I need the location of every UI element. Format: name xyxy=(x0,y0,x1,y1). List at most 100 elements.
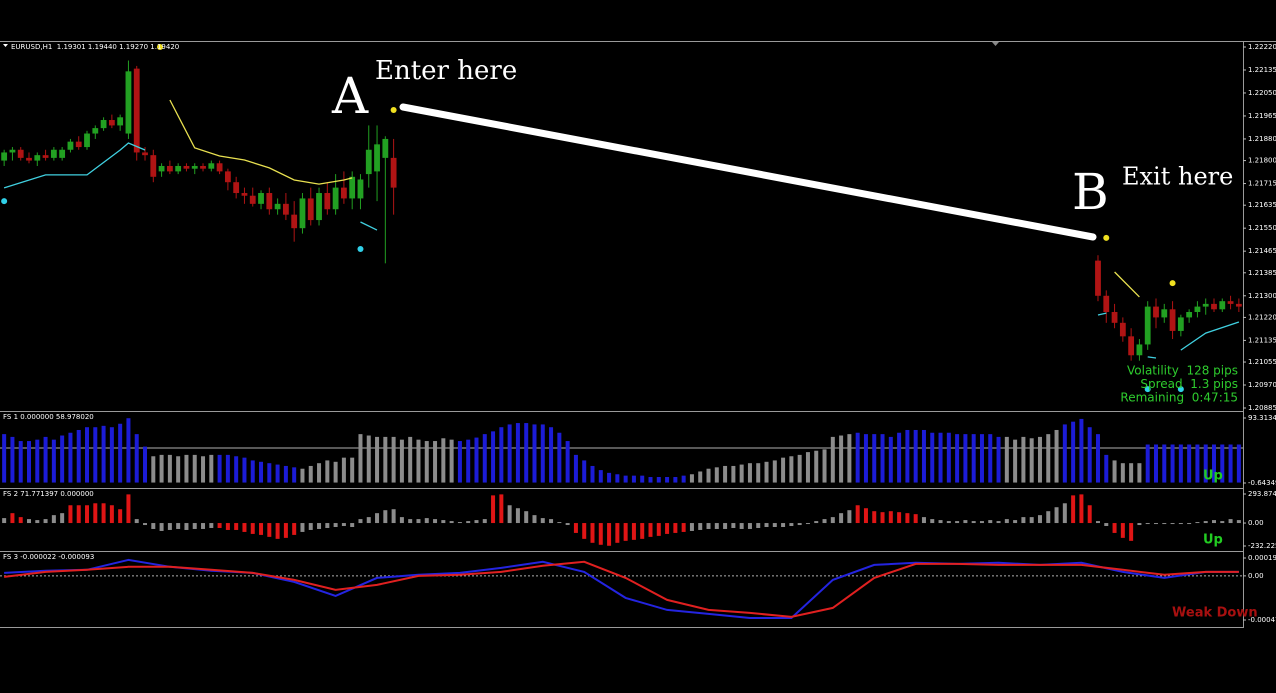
histogram-bar xyxy=(341,457,346,483)
histogram-bar xyxy=(1220,521,1225,524)
histogram-bar xyxy=(747,523,752,529)
histogram-bar xyxy=(408,436,413,483)
histogram-bar xyxy=(35,439,40,483)
candle-body xyxy=(34,155,41,161)
histogram-bar xyxy=(706,523,711,529)
histogram-bar xyxy=(18,441,23,483)
histogram-bar xyxy=(1054,429,1059,483)
histogram-bar xyxy=(955,521,960,524)
histogram-bar xyxy=(731,523,736,528)
histogram-bar xyxy=(872,511,877,524)
histogram-bar xyxy=(441,520,446,524)
histogram-bar xyxy=(623,475,628,483)
histogram-bar xyxy=(93,427,98,483)
histogram-bar xyxy=(714,523,719,529)
histogram-bar xyxy=(971,521,976,524)
histogram-bar xyxy=(433,519,438,524)
histogram-bar xyxy=(515,508,520,524)
histogram-bar xyxy=(822,519,827,524)
y-tick-label: 1.21715 xyxy=(1248,180,1276,188)
histogram-bar xyxy=(1013,439,1018,483)
histogram-bar xyxy=(474,437,479,483)
histogram-bar xyxy=(126,418,131,483)
candle-body xyxy=(258,193,264,204)
histogram-bar xyxy=(1145,523,1150,525)
histogram-bar xyxy=(789,456,794,483)
candle-body xyxy=(282,203,289,215)
histogram-bar xyxy=(184,523,189,530)
histogram-bar xyxy=(631,475,636,483)
candle-body xyxy=(158,165,165,172)
histogram-bar xyxy=(805,452,810,483)
histogram-bar xyxy=(855,505,860,524)
histogram-bar xyxy=(317,523,322,529)
candle-body xyxy=(59,149,66,158)
histogram-bar xyxy=(532,515,537,524)
histogram-bar xyxy=(921,517,926,524)
histogram-bar xyxy=(648,477,653,483)
histogram-bar xyxy=(515,423,520,483)
candle-body xyxy=(291,214,298,229)
histogram-bar xyxy=(739,523,744,529)
histogram-bar xyxy=(457,522,462,524)
panel-title: FS 2 71.771397 0.000000 xyxy=(3,490,94,498)
histogram-bar xyxy=(35,520,40,524)
trend-status: Up xyxy=(1203,533,1223,548)
y-tick-label: 1.21385 xyxy=(1248,269,1276,277)
histogram-bar xyxy=(640,523,645,539)
signal-dot xyxy=(357,245,364,252)
histogram-bar xyxy=(1162,523,1167,525)
histogram-bar xyxy=(51,515,56,524)
histogram-bar xyxy=(1228,444,1233,483)
histogram-bar xyxy=(1004,519,1009,524)
histogram-bar xyxy=(433,441,438,483)
histogram-bar xyxy=(250,460,255,483)
candle-body xyxy=(142,152,148,156)
histogram-bar xyxy=(416,439,421,483)
histogram-bar xyxy=(176,456,181,483)
histogram-bar xyxy=(101,425,106,483)
histogram-bar xyxy=(549,519,554,524)
y-tick-label: 1.21635 xyxy=(1248,201,1276,209)
histogram-bar xyxy=(184,454,189,483)
histogram-bar xyxy=(1145,444,1150,483)
histogram-bar xyxy=(863,508,868,524)
y-tick-label: 1.20885 xyxy=(1248,404,1276,412)
histogram-bar xyxy=(1137,463,1142,483)
histogram-bar xyxy=(1220,444,1225,483)
histogram-bar xyxy=(259,523,264,535)
histogram-bar xyxy=(2,518,7,524)
histogram-bar xyxy=(267,463,272,483)
histogram-bar xyxy=(308,523,313,530)
trend-status: Weak Down xyxy=(1172,606,1258,621)
candle-body xyxy=(274,203,281,210)
histogram-bar xyxy=(85,505,90,524)
histogram-bar xyxy=(665,477,670,483)
histogram-bar xyxy=(946,432,951,483)
candle-body xyxy=(1153,306,1159,318)
histogram-bar xyxy=(1170,444,1175,483)
histogram-bar xyxy=(839,513,844,524)
candle-body xyxy=(1144,306,1151,345)
signal-dot xyxy=(1144,386,1151,393)
candle-body xyxy=(307,198,314,221)
candle-body xyxy=(340,187,347,199)
histogram-bar xyxy=(540,518,545,524)
histogram-bar xyxy=(1079,494,1084,524)
histogram-bar xyxy=(681,523,686,532)
histogram-bar xyxy=(739,464,744,483)
histogram-bar xyxy=(391,509,396,524)
histogram-bar xyxy=(143,523,148,526)
histogram-bar xyxy=(1054,507,1059,524)
histogram-bar xyxy=(275,523,280,539)
histogram-bar xyxy=(781,523,786,528)
candle-body xyxy=(175,165,182,172)
candle-body xyxy=(9,149,16,153)
candle-body xyxy=(241,193,248,196)
histogram-bar xyxy=(573,523,578,533)
histogram-bar xyxy=(300,468,305,483)
menu-triangle[interactable] xyxy=(3,44,8,47)
histogram-bar xyxy=(822,449,827,483)
histogram-bar xyxy=(789,523,794,527)
histogram-bar xyxy=(292,467,297,483)
